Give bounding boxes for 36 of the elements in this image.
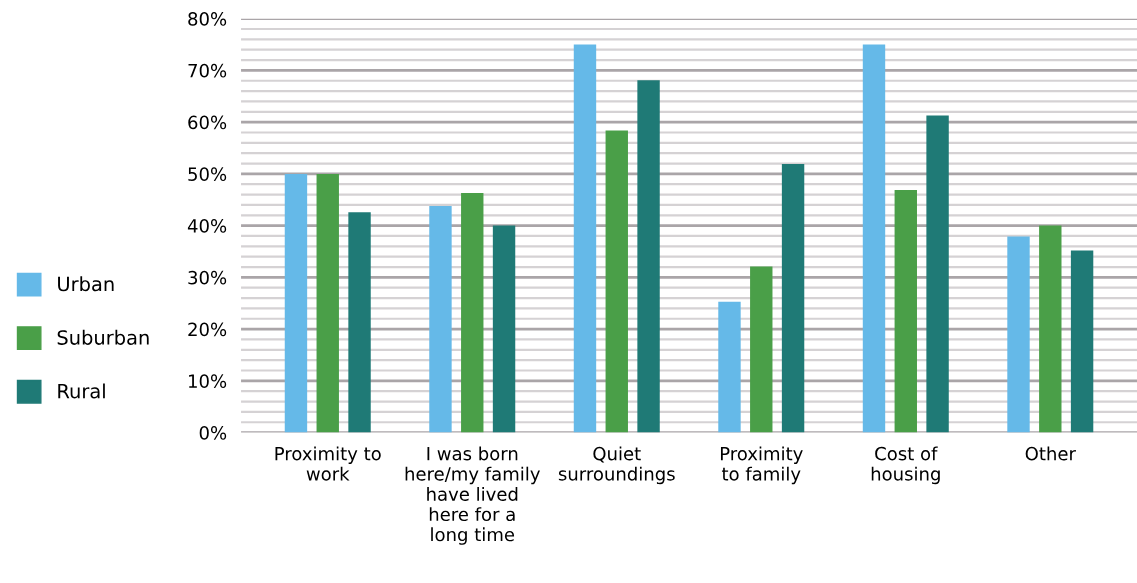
y-tick-label: 80% xyxy=(188,12,227,26)
bar xyxy=(926,115,949,433)
x-tick-label: Proximity to family xyxy=(720,446,803,485)
legend-label: Urban xyxy=(58,276,114,292)
legend-label: Suburban xyxy=(57,329,149,345)
bar xyxy=(605,130,628,433)
bar xyxy=(284,173,308,433)
legend-label: Rural xyxy=(58,383,105,399)
bar xyxy=(862,44,886,433)
bar xyxy=(1039,225,1062,433)
y-tick-label: 60% xyxy=(188,115,227,130)
bar xyxy=(316,173,339,433)
y-tick-label: 70% xyxy=(188,63,227,78)
bar xyxy=(1070,250,1094,433)
x-tick-label: Cost of housing xyxy=(871,446,940,485)
y-tick-label: 50% xyxy=(188,167,227,181)
bar xyxy=(429,205,452,433)
y-tick-label: 40% xyxy=(187,219,227,233)
x-tick-label: Quiet surroundings xyxy=(558,446,675,485)
y-tick-label: 10% xyxy=(189,374,227,388)
bar xyxy=(637,80,660,433)
bar xyxy=(718,301,741,433)
y-tick-label: 0% xyxy=(199,426,227,440)
x-tick-label: I was born here/my family have lived here for a long time xyxy=(405,446,540,545)
y-tick-label: 20% xyxy=(188,322,227,337)
bar xyxy=(573,44,597,433)
bar xyxy=(750,266,773,433)
bar xyxy=(894,189,917,433)
x-tick-label: Proximity to work xyxy=(275,446,381,481)
bar xyxy=(348,212,371,433)
bar xyxy=(461,193,484,433)
y-tick-label: 30% xyxy=(188,270,227,285)
bar xyxy=(492,225,516,433)
x-tick-label: Other xyxy=(1025,446,1076,461)
bar xyxy=(781,164,805,433)
bar xyxy=(1007,236,1030,433)
